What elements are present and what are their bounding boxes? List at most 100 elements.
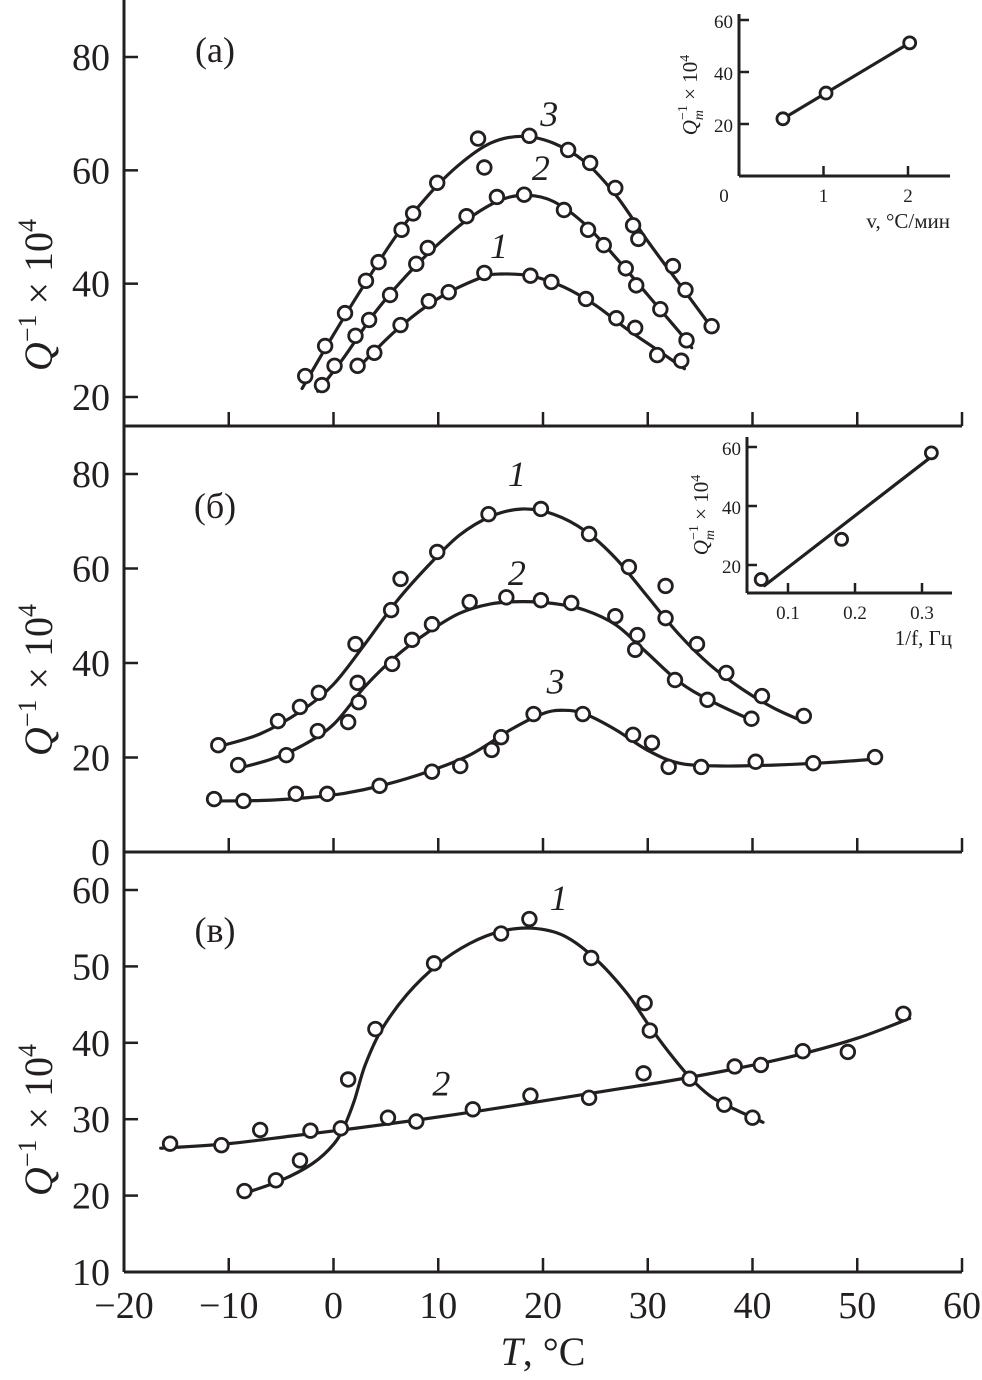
fit-curve-3 [211,708,880,803]
y-axis-title-rest: × 10 [16,1057,61,1140]
data-point [371,777,388,795]
data-point [419,239,436,257]
data-point [452,757,469,775]
data-point [608,310,625,327]
data-point [492,925,510,942]
data-point [360,311,378,329]
data-point [753,687,771,705]
data-point [403,631,421,649]
y-axis-title: Q−1 × 104 [13,1044,61,1196]
data-point [681,1070,698,1087]
data-point [309,722,326,740]
x-tick-label: 20 [524,1285,562,1327]
inset-y-title-main: Q [689,540,713,555]
y-tick-label: 20 [72,738,110,780]
y-axis-title-exp: 4 [13,219,42,232]
inset-data-point [902,35,918,51]
data-point [492,728,510,746]
data-point [555,201,573,219]
inset-y-title-sub: m [692,110,707,120]
data-point [630,230,647,248]
data-point [291,698,309,716]
data-point [480,505,497,523]
data-point [458,208,475,225]
x-axis-title: T, °C [501,1329,586,1374]
data-point [476,264,493,282]
data-point [673,352,690,369]
data-point [522,267,539,284]
inset-data-point [834,531,849,547]
inset-y-title-sub: m [703,530,718,540]
fit-curve-1 [216,507,807,749]
series-1 [349,264,690,375]
inset-y-tick-label: 40 [722,498,741,519]
inset-data-point [775,111,791,127]
data-point [716,1096,733,1113]
data-point [269,712,287,730]
data-point [652,300,669,318]
data-point [635,1065,652,1082]
data-point [543,273,560,291]
data-point [563,594,580,612]
data-point [595,236,612,254]
curve-label: 1 [508,454,526,494]
data-point [379,1109,397,1126]
data-point [302,1122,319,1139]
data-point [581,154,599,172]
data-point [648,346,666,364]
data-point [423,763,441,780]
data-point [498,589,515,606]
data-point [643,734,661,752]
data-point [726,1058,743,1075]
y-axis-title-main: Q [16,727,61,756]
curve-label: 3 [539,94,558,134]
inset-x-tick-label: 0 [719,186,729,207]
y-axis-title-main: Q [16,342,61,371]
data-point [404,205,422,222]
curve-label: 1 [550,878,568,918]
data-point [703,317,720,335]
data-point [522,1087,539,1104]
data-point [620,558,638,576]
y-axis-title-exp: 4 [13,604,42,617]
series-1 [236,910,765,1200]
x-tick-label: −20 [94,1285,153,1327]
series-1 [210,500,813,754]
data-point [429,543,446,561]
data-point [235,792,252,810]
data-point [349,357,366,375]
data-point [678,332,695,349]
inset-chart: 0.1 0.2 0.3 20 40 60 1/f, Гц Qm−1 × 104 [687,437,952,650]
data-point [580,1089,598,1107]
data-point [367,1020,384,1038]
data-point [339,1071,357,1088]
data-point [521,910,538,928]
data-point [339,713,357,731]
x-tick-label: 10 [419,1285,457,1327]
panel-label: (б) [194,486,236,526]
inset-data-point [753,572,769,587]
series-2 [159,1005,912,1154]
data-point [525,705,542,723]
data-point [297,367,314,385]
inset-x-axis-title: 1/f, Гц [895,626,952,650]
y-axis-title-rest: × 10 [16,232,61,315]
data-point [483,741,500,759]
y-tick-label: 60 [72,150,110,192]
inset-y-title-rest: × 10 [689,482,713,525]
data-point [357,272,375,290]
y-axis-title-sup: −1 [13,1140,42,1168]
series-2 [229,589,760,774]
data-point [532,500,550,518]
inset-y-axis-title: Qm−1 × 104 [687,475,718,556]
data-point [532,591,550,609]
y-tick-label: 80 [72,37,110,79]
y-tick-label: 50 [72,946,110,988]
y-tick-label: 30 [72,1099,110,1141]
y-tick-label: 80 [72,454,110,496]
inset-chart: 0 1 2 20 40 60 v, °C/мин Qm−1 × 104 [676,12,950,233]
x-axis-tick-labels: −20 −10 0 10 20 30 40 50 60 [94,1285,981,1327]
inset-x-tick-label: 0.2 [843,603,867,624]
data-point [577,290,595,308]
x-tick-label: 50 [838,1285,876,1327]
